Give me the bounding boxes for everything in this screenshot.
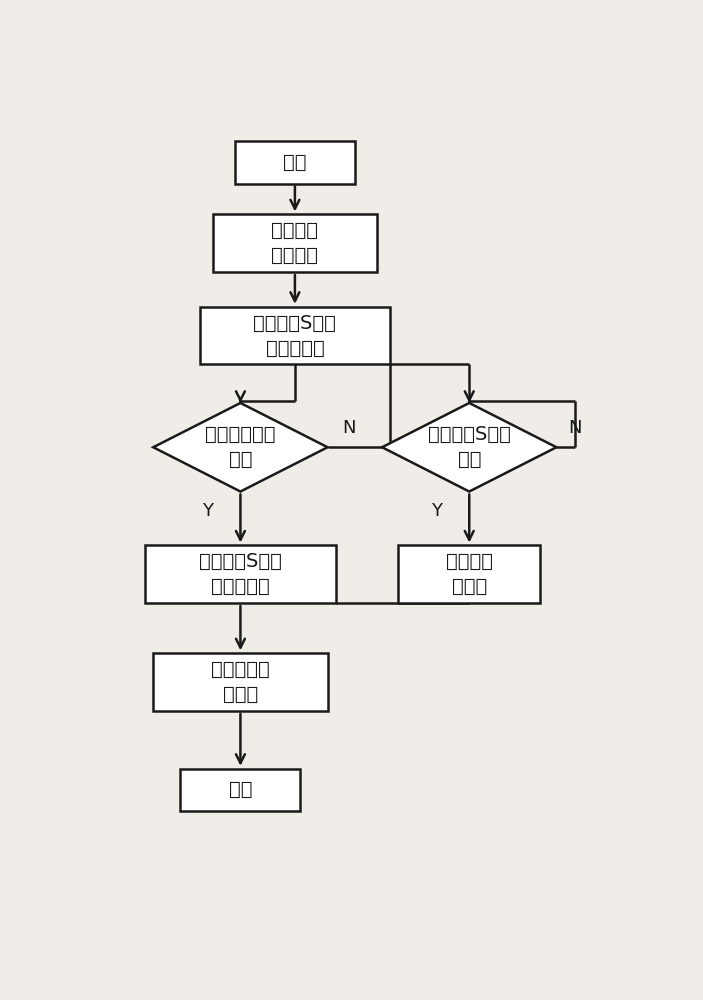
Text: 停止: 停止 (228, 780, 252, 799)
Text: 开始: 开始 (283, 153, 307, 172)
Bar (200, 307, 390, 364)
Polygon shape (153, 403, 328, 492)
Text: Y: Y (431, 502, 442, 520)
Text: 到达准确目
标位置: 到达准确目 标位置 (211, 660, 270, 704)
Bar (153, 653, 328, 711)
Bar (213, 214, 377, 272)
Bar (145, 545, 336, 603)
Text: 运行目标
位置获取: 运行目标 位置获取 (271, 221, 318, 265)
Polygon shape (382, 403, 557, 492)
Text: 开始执行S曲线
加速段程序: 开始执行S曲线 加速段程序 (254, 314, 336, 358)
Text: 是否到达减速
区？: 是否到达减速 区？ (205, 425, 276, 469)
Text: 是否完成S段加
速？: 是否完成S段加 速？ (428, 425, 510, 469)
Text: 开始执行S曲线
减速段程序: 开始执行S曲线 减速段程序 (199, 552, 282, 596)
Text: N: N (569, 419, 582, 437)
Text: Y: Y (202, 502, 213, 520)
Bar (399, 545, 540, 603)
Bar (181, 769, 300, 811)
Bar (235, 141, 355, 184)
Text: N: N (342, 419, 356, 437)
Text: 以最大速
度运行: 以最大速 度运行 (446, 552, 493, 596)
